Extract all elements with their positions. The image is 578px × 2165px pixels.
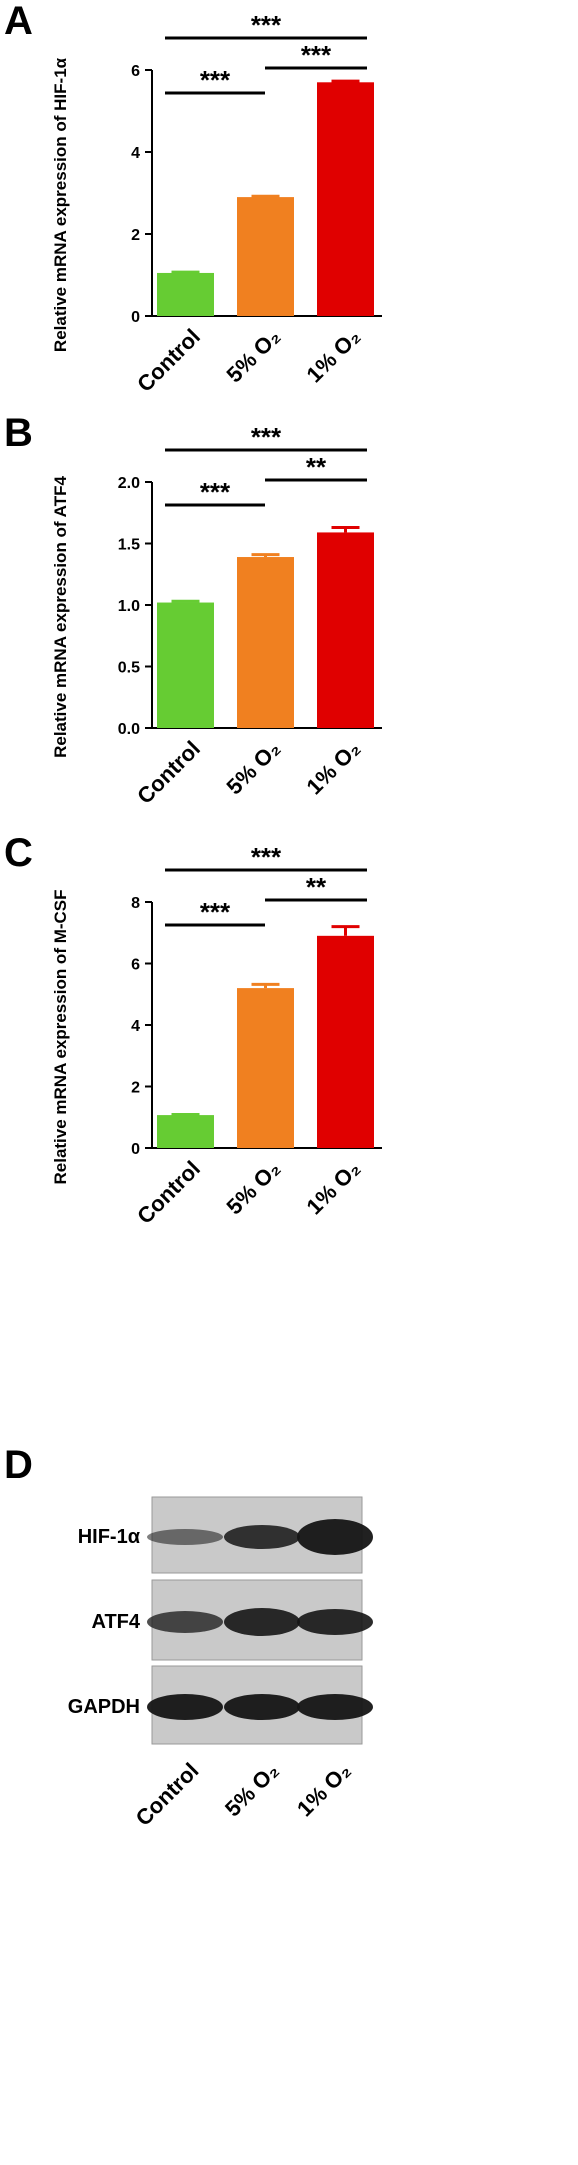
blot-row-label: HIF-1α (78, 1526, 141, 1548)
x-tick-label: 5% O₂ (222, 736, 285, 799)
x-tick-label: 5% O₂ (222, 324, 285, 387)
y-tick-label: 2 (131, 227, 140, 244)
bar (237, 197, 294, 316)
x-tick-label: 1% O₂ (302, 1156, 365, 1219)
panel-label: D (4, 1443, 33, 1487)
bar (237, 557, 294, 728)
y-tick-label: 4 (131, 145, 140, 162)
y-tick-label: 0 (131, 1141, 140, 1158)
blot-band (297, 1694, 373, 1720)
panel-label: B (4, 411, 33, 455)
y-tick-label: 6 (131, 63, 140, 80)
y-tick-label: 1.0 (118, 598, 140, 615)
x-tick-label: 5% O₂ (222, 1156, 285, 1219)
significance-label: *** (200, 65, 231, 95)
y-tick-label: 8 (131, 895, 140, 912)
blot-band (224, 1694, 300, 1720)
y-tick-label: 4 (131, 1018, 140, 1035)
significance-label: *** (251, 422, 282, 452)
significance-label: *** (251, 842, 282, 872)
significance-label: ** (306, 452, 327, 482)
y-axis-label: Relative mRNA expression of HIF-1α (51, 57, 70, 352)
bar (157, 272, 214, 316)
blot-lane-label: 1% O₂ (292, 1758, 355, 1821)
bar (317, 935, 374, 1148)
blot-band (147, 1611, 223, 1633)
bar (237, 988, 294, 1148)
y-tick-label: 0 (131, 309, 140, 326)
x-tick-label: Control (132, 1156, 205, 1229)
blot-band (224, 1608, 300, 1636)
y-tick-label: 0.0 (118, 721, 140, 738)
blot-lane-label: 5% O₂ (220, 1758, 283, 1821)
blot-row-label: GAPDH (68, 1696, 140, 1718)
bar (317, 82, 374, 316)
significance-label: *** (200, 477, 231, 507)
y-tick-label: 0.5 (118, 660, 140, 677)
blot-lane-label: Control (131, 1758, 204, 1831)
y-axis-label: Relative mRNA expression of ATF4 (51, 476, 70, 758)
significance-label: *** (251, 10, 282, 40)
blot-band (297, 1609, 373, 1635)
bar (157, 602, 214, 728)
blot-band (297, 1519, 373, 1555)
x-tick-label: Control (132, 736, 205, 809)
bar (317, 532, 374, 728)
x-tick-label: 1% O₂ (302, 324, 365, 387)
significance-label: ** (306, 872, 327, 902)
x-tick-label: 1% O₂ (302, 736, 365, 799)
blot-row-label: ATF4 (91, 1611, 140, 1633)
significance-label: *** (301, 40, 332, 70)
y-tick-label: 2 (131, 1080, 140, 1097)
panel-label: C (4, 831, 33, 875)
y-tick-label: 1.5 (118, 537, 140, 554)
significance-label: *** (200, 897, 231, 927)
x-tick-label: Control (132, 324, 205, 397)
bar (157, 1115, 214, 1148)
panel-label: A (4, 0, 33, 43)
blot-band (147, 1529, 223, 1545)
y-axis-label: Relative mRNA expression of M-CSF (51, 889, 70, 1184)
blot-band (147, 1694, 223, 1720)
blot-band (224, 1525, 300, 1549)
y-tick-label: 2.0 (118, 475, 140, 492)
y-tick-label: 6 (131, 957, 140, 974)
